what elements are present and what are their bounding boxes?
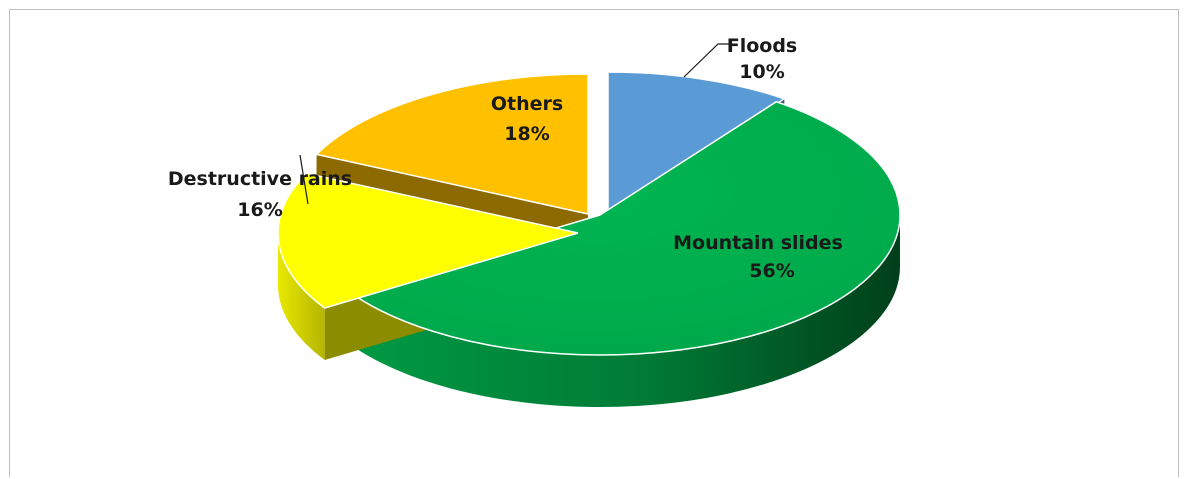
- slice-mountain-slides: [345, 100, 901, 356]
- data-label-mountain-slides: Mountain slides: [673, 232, 843, 254]
- slice-others: [315, 73, 589, 215]
- data-value-destructive-rains: 16%: [237, 199, 282, 221]
- data-value-mountain-slides: 56%: [749, 260, 794, 282]
- data-label-others: Others: [491, 93, 563, 115]
- slice-destructive-rains: [277, 172, 579, 309]
- leader-line-floods: [683, 43, 730, 78]
- data-label-floods: Floods: [727, 35, 798, 57]
- slice-side-destructive-rains: [278, 233, 325, 361]
- slice-side-mountain-slides: [346, 215, 900, 407]
- data-label-destructive-rains: Destructive rains: [168, 168, 352, 190]
- slice-floods: [607, 71, 787, 214]
- data-value-others: 18%: [504, 123, 549, 145]
- data-value-floods: 10%: [739, 61, 784, 83]
- leader-line-destructive-rains: [299, 154, 309, 205]
- pie-label-layer: Floods 10% Mountain slides 56% Destructive r…: [168, 35, 843, 282]
- pie-top-layer: [277, 71, 901, 356]
